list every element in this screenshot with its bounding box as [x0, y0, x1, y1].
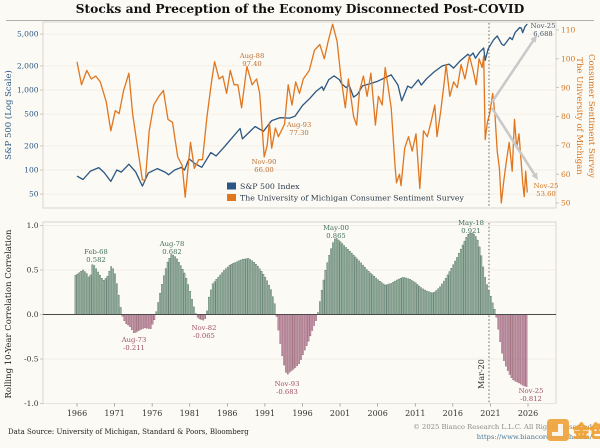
svg-text:1,000: 1,000 — [17, 86, 39, 95]
svg-text:2001: 2001 — [330, 409, 350, 418]
left-axis-title: S&P 500 (Log Scale) — [3, 70, 14, 160]
svg-text:110: 110 — [561, 26, 576, 35]
svg-text:1981: 1981 — [180, 409, 200, 418]
svg-text:60: 60 — [561, 170, 571, 179]
footer-url[interactable]: https://www.biancoresearch.com/ — [477, 433, 593, 441]
corr-annotation-aug-78: Aug-78 0.682 — [159, 240, 185, 256]
corr-annotation-nov-25: Nov-25 -0.812 — [519, 387, 544, 403]
svg-text:1996: 1996 — [292, 409, 312, 418]
annotation-aug-88: Aug-88 97.40 — [239, 52, 265, 68]
svg-text:2021: 2021 — [480, 409, 500, 418]
annotation-nov-25: Nov-25 6,688 — [531, 22, 556, 38]
bottom-panel-left-ticks: 1.0 0.5 0.0 -0.5 -1.0 — [24, 221, 43, 408]
corr-annotation-feb-68: Feb-68 0.582 — [84, 248, 108, 264]
svg-text:100: 100 — [24, 166, 39, 175]
chart-plot-area: 5,000 2,000 1,000 500 200 100 50 110 100 90 80 70 60… — [17, 21, 576, 418]
watermark: 金色财经 — [547, 419, 600, 442]
top-panel-right-ticks: 110 100 90 80 70 60 50 — [556, 26, 576, 208]
corr-annotation-may-18: May-18 0.921 — [458, 219, 484, 235]
annotation-nov-90: Nov-90 66.00 — [252, 158, 277, 174]
bottom-panel-annotations: Feb-68 0.582 Aug-73 -0.211 Aug-78 0.682 Nov-82… — [84, 219, 543, 403]
svg-text:80: 80 — [561, 112, 571, 121]
svg-text:50: 50 — [561, 199, 571, 208]
top-panel-annotations: Aug-88 97.40 Nov-90 66.00 Aug-93 77.30 Nov-25 6… — [239, 22, 559, 198]
corr-annotation-may-00: May-00 0.865 — [323, 224, 349, 240]
correlation-axis-title: Rolling 10-Year Correlation Correlation — [4, 229, 14, 399]
svg-text:90: 90 — [561, 83, 571, 92]
divergence-arrows — [490, 35, 538, 180]
svg-text:5,000: 5,000 — [17, 30, 39, 39]
top-panel-frame — [42, 21, 557, 209]
svg-text:1.0: 1.0 — [27, 221, 39, 230]
svg-text:0.5: 0.5 — [27, 266, 39, 275]
legend-swatch-sentiment — [227, 194, 236, 201]
svg-text:1991: 1991 — [255, 409, 275, 418]
corr-annotation-nov-93: Nov-93 -0.683 — [275, 380, 300, 396]
svg-text:1986: 1986 — [217, 409, 237, 418]
svg-text:500: 500 — [24, 110, 39, 119]
mar-20-label: Mar-20 — [477, 359, 486, 389]
svg-text:200: 200 — [24, 142, 39, 151]
footer-copyright: © 2025 Bianco Research L.L.C. All Rights… — [413, 423, 593, 431]
footer-source: Data Source: University of Michigan, Sta… — [8, 428, 249, 436]
svg-text:2,000: 2,000 — [17, 62, 39, 71]
bottom-panel-gridlines — [43, 225, 556, 404]
svg-text:2016: 2016 — [443, 409, 463, 418]
svg-text:2026: 2026 — [518, 409, 538, 418]
chart-legend: S&P 500 Index The University of Michigan… — [227, 182, 464, 203]
watermark-logo-glyph — [552, 424, 563, 436]
svg-text:1966: 1966 — [67, 409, 87, 418]
svg-text:-1.0: -1.0 — [24, 399, 39, 408]
svg-text:1971: 1971 — [104, 409, 124, 418]
svg-text:0.0: 0.0 — [27, 310, 39, 319]
legend-swatch-sp500 — [227, 182, 236, 190]
corr-annotation-aug-73: Aug-73 -0.211 — [121, 336, 147, 352]
sentiment-line — [76, 23, 528, 204]
svg-text:70: 70 — [561, 141, 571, 150]
sp500-line — [76, 23, 528, 187]
top-panel-left-ticks: 5,000 2,000 1,000 500 200 100 50 — [17, 30, 43, 199]
annotation-aug-93: Aug-93 77.30 — [286, 121, 312, 137]
svg-text:50: 50 — [29, 190, 39, 199]
annotation-nov-25: Nov-25 53.60 — [534, 182, 559, 198]
svg-text:2006: 2006 — [367, 409, 387, 418]
watermark-text: 金色财经 — [572, 421, 600, 441]
correlation-bars — [74, 232, 528, 387]
corr-annotation-nov-82: Nov-82 -0.065 — [192, 324, 217, 340]
right-axis-title-line1: The University of Michigan — [574, 57, 584, 175]
svg-text:-0.5: -0.5 — [24, 355, 39, 364]
legend-label-sentiment: The University of Michigan Consumer Sent… — [240, 194, 464, 203]
svg-text:1976: 1976 — [142, 409, 162, 418]
svg-text:100: 100 — [561, 54, 576, 63]
x-axis-year-labels: 1966 1971 1976 1981 1986 1991 1996 2001 2006 2011… — [67, 403, 538, 418]
right-axis-title-line2: Consumer Sentiment Survey — [586, 54, 596, 178]
svg-text:2011: 2011 — [405, 409, 425, 418]
top-panel-gridlines — [43, 33, 556, 195]
legend-label-sp500: S&P 500 Index — [240, 182, 300, 191]
page-title: Stocks and Preception of the Economy Dis… — [76, 1, 525, 16]
